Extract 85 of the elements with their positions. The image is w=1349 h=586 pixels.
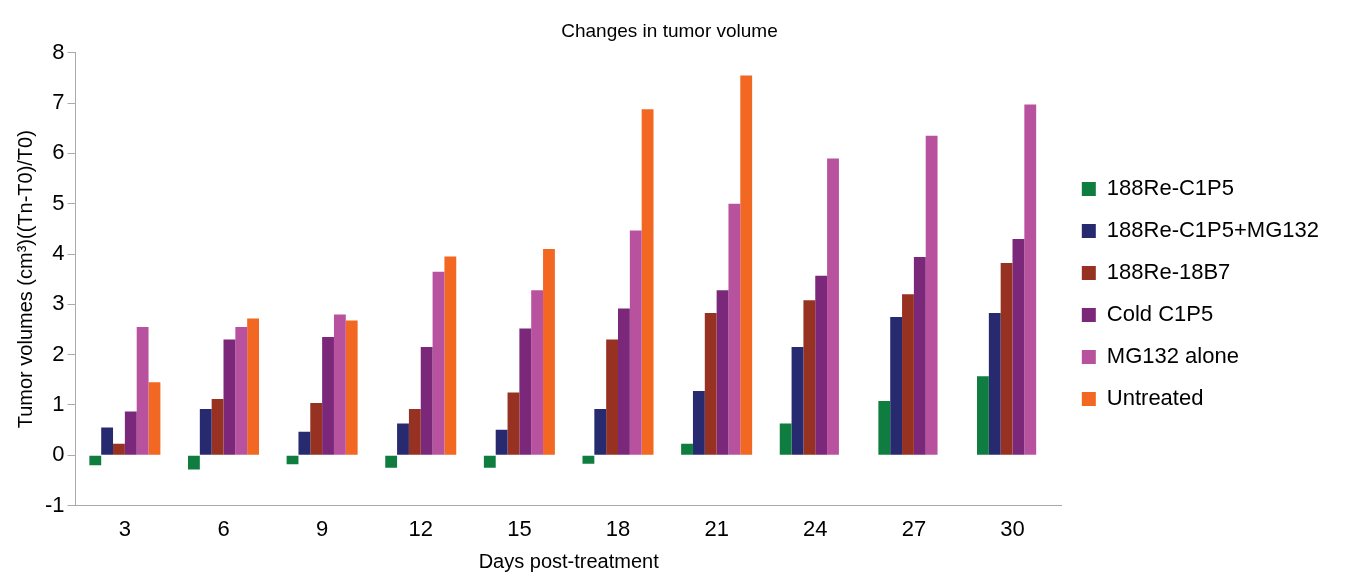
bar xyxy=(728,203,741,455)
bar xyxy=(345,320,358,455)
bar xyxy=(704,312,717,455)
bar xyxy=(235,327,248,455)
bar xyxy=(606,339,618,455)
bar xyxy=(890,316,903,455)
bar xyxy=(925,135,938,455)
x-tick-label: 3 xyxy=(118,515,131,541)
bar xyxy=(594,409,607,455)
y-axis-title: Tumor volumes (cm³)((Tn-T0)/T0) xyxy=(13,130,36,429)
x-axis-title: Days post-treatment xyxy=(478,549,660,572)
bar xyxy=(322,337,334,455)
bar xyxy=(519,328,532,455)
bar xyxy=(1012,238,1025,455)
x-tick-label: 27 xyxy=(901,515,927,541)
bar xyxy=(618,308,630,455)
bar xyxy=(483,455,496,468)
bar xyxy=(211,398,224,455)
x-tick-label: 30 xyxy=(1000,515,1025,541)
bar xyxy=(977,376,989,455)
bar xyxy=(913,257,926,455)
bar xyxy=(716,290,729,455)
y-tick-label: 1 xyxy=(52,391,65,417)
bar xyxy=(1024,104,1037,455)
x-tick-label: 12 xyxy=(408,515,433,541)
bar xyxy=(629,230,642,455)
legend-label: 188Re-18B7 xyxy=(1106,259,1231,285)
x-tick-label: 15 xyxy=(507,515,532,541)
bar xyxy=(582,455,595,464)
bar xyxy=(247,318,260,455)
bar xyxy=(507,392,520,455)
y-tick-label: -1 xyxy=(45,491,65,517)
x-tick-label: 6 xyxy=(217,515,230,541)
bar xyxy=(878,400,891,455)
bar xyxy=(101,427,114,455)
bar xyxy=(444,256,457,455)
bar xyxy=(199,409,212,455)
legend-label: 188Re-C1P5 xyxy=(1106,175,1235,201)
bar xyxy=(432,271,445,455)
bar xyxy=(420,347,433,455)
y-tick-label: 2 xyxy=(52,340,65,366)
bar xyxy=(641,109,654,455)
y-tick-label: 5 xyxy=(52,189,65,215)
bar xyxy=(779,423,792,455)
x-tick-label: 21 xyxy=(704,515,729,541)
bar xyxy=(148,382,161,455)
y-tick-label: 3 xyxy=(52,290,65,316)
bar xyxy=(531,290,544,455)
y-tick-label: 0 xyxy=(52,441,65,467)
x-tick-label: 24 xyxy=(803,515,828,541)
bar xyxy=(543,249,555,455)
bar xyxy=(803,300,816,455)
bar xyxy=(298,431,311,455)
bar xyxy=(902,294,914,455)
bar xyxy=(827,158,839,455)
bar xyxy=(408,409,421,455)
y-tick-label: 7 xyxy=(52,89,65,115)
bar xyxy=(988,312,1001,455)
bar xyxy=(188,455,200,470)
bar xyxy=(310,402,323,455)
bar xyxy=(136,327,149,455)
y-tick-label: 8 xyxy=(52,38,65,64)
bar xyxy=(333,314,346,455)
bar xyxy=(740,75,753,455)
bar xyxy=(495,429,508,455)
legend-label: 188Re-C1P5+MG132 xyxy=(1106,217,1320,243)
bar xyxy=(89,455,102,466)
legend-label: MG132 alone xyxy=(1106,343,1239,369)
x-tick-label: 9 xyxy=(316,515,329,541)
bar xyxy=(1000,263,1013,455)
chart-title: Changes in tumor volume xyxy=(561,19,778,41)
bar xyxy=(124,411,137,455)
bar xyxy=(815,275,828,455)
bar xyxy=(113,443,125,455)
legend-label: Untreated xyxy=(1106,385,1204,411)
legend-label: Cold C1P5 xyxy=(1106,301,1214,327)
bar xyxy=(385,455,398,468)
y-tick-label: 6 xyxy=(52,139,65,165)
y-tick-label: 4 xyxy=(52,240,65,266)
bar xyxy=(692,390,705,455)
x-tick-label: 18 xyxy=(605,515,631,541)
bar xyxy=(791,347,804,455)
bar xyxy=(397,423,409,455)
bar xyxy=(223,339,236,455)
bar xyxy=(681,443,693,455)
